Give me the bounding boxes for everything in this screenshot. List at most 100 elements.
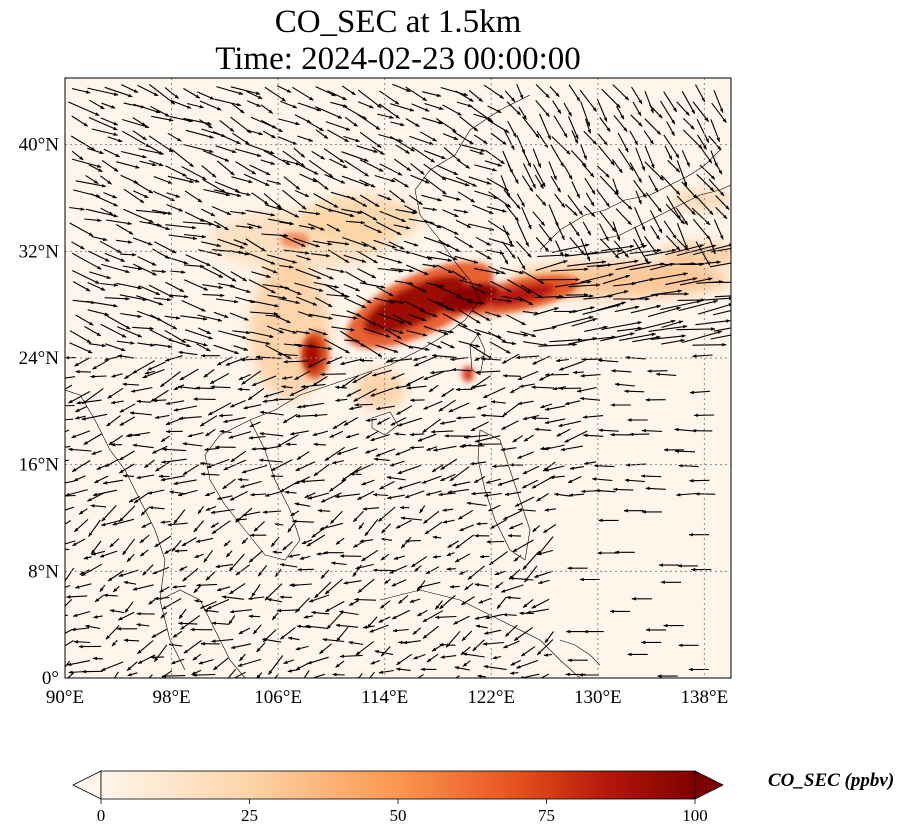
wind-arrow — [187, 432, 204, 438]
wind-arrow — [506, 101, 521, 116]
wind-arrow — [300, 383, 326, 389]
wind-arrow — [183, 117, 212, 126]
wind-arrow — [308, 313, 334, 320]
wind-arrow — [365, 418, 377, 422]
wind-arrow — [261, 119, 283, 133]
wind-arrow — [84, 325, 102, 337]
wind-arrow — [634, 226, 645, 248]
wind-arrow — [469, 149, 485, 155]
wind-arrow — [261, 266, 278, 274]
wind-arrow — [411, 146, 435, 163]
wind-arrow — [558, 360, 584, 371]
wind-arrow — [329, 158, 348, 169]
wind-arrow — [183, 233, 207, 239]
wind-arrow — [457, 159, 471, 169]
wind-arrow — [553, 115, 568, 138]
wind-arrow — [648, 175, 659, 193]
wind-arrow — [629, 130, 639, 146]
wind-arrow — [203, 369, 215, 378]
lat-tick-label: 8°N — [28, 561, 59, 582]
wind-arrow — [202, 179, 226, 193]
wind-arrow — [502, 225, 513, 246]
wind-arrow — [116, 340, 135, 345]
wind-arrow — [116, 161, 140, 169]
wind-arrow — [555, 280, 592, 288]
wind-arrow — [539, 113, 552, 140]
wind-arrow — [150, 314, 178, 330]
wind-arrow — [504, 204, 519, 222]
wind-arrow — [164, 315, 181, 320]
wind-arrow — [424, 219, 442, 229]
wind-arrow — [279, 234, 306, 248]
wind-arrow — [516, 83, 524, 100]
wind-arrow — [377, 113, 395, 119]
wind-arrow — [649, 272, 689, 281]
wind-arrow — [356, 294, 372, 304]
wind-arrow — [516, 193, 525, 207]
wind-arrow — [340, 375, 359, 389]
wind-arrow — [378, 133, 404, 143]
wind-arrow — [696, 173, 715, 192]
wind-arrow — [279, 327, 298, 334]
wind-arrow — [216, 356, 233, 366]
wind-arrow — [230, 271, 248, 282]
wind-arrow — [276, 85, 292, 93]
wind-arrow — [139, 160, 157, 167]
wind-arrow — [676, 244, 717, 257]
wind-arrow — [65, 418, 74, 421]
wind-arrow — [634, 319, 676, 332]
wind-arrow — [371, 369, 392, 377]
wind-arrow — [692, 218, 711, 240]
wind-arrow — [580, 273, 614, 283]
wind-arrow — [136, 209, 168, 215]
wind-arrow — [197, 314, 223, 322]
wind-arrow — [375, 405, 395, 411]
wind-arrow — [442, 176, 470, 187]
wind-arrow — [343, 283, 361, 292]
wind-arrow — [661, 338, 685, 345]
wind-arrow — [89, 99, 105, 110]
wind-arrow — [603, 290, 629, 298]
wind-arrow — [446, 567, 456, 571]
wind-arrow — [120, 150, 147, 159]
wind-vectors — [65, 83, 731, 678]
wind-arrow — [326, 223, 341, 232]
wind-arrow — [459, 279, 484, 287]
wind-arrow — [178, 416, 202, 421]
wind-arrow — [246, 338, 271, 345]
wind-arrow — [184, 211, 205, 222]
wind-arrow — [473, 113, 492, 121]
wind-arrow — [356, 113, 381, 131]
wind-arrow — [423, 176, 447, 195]
wind-arrow — [580, 238, 591, 262]
wind-arrow — [459, 115, 479, 132]
wind-arrow — [101, 159, 119, 172]
wind-arrow — [468, 223, 495, 231]
wind-arrow — [429, 369, 453, 375]
wind-arrow — [691, 207, 711, 226]
wind-arrow — [235, 161, 257, 175]
wind-arrow — [147, 221, 171, 231]
wind-arrow — [296, 254, 312, 261]
wind-arrow — [119, 294, 148, 302]
wind-arrow — [442, 313, 468, 328]
wind-arrow — [111, 373, 123, 378]
wind-arrow — [166, 192, 181, 198]
wind-arrow — [420, 309, 438, 318]
wind-arrow — [551, 136, 571, 155]
wind-arrow — [708, 178, 725, 197]
wind-arrow — [713, 327, 731, 332]
wind-arrow — [648, 324, 688, 332]
wind-arrow — [522, 151, 532, 168]
wind-arrow — [293, 237, 321, 248]
wind-arrow — [200, 208, 216, 217]
wind-arrow — [121, 84, 139, 93]
wind-arrow — [393, 177, 409, 188]
wind-arrow — [558, 420, 582, 427]
wind-arrow — [644, 248, 677, 257]
wind-arrow — [217, 238, 245, 249]
wind-arrow — [597, 133, 608, 146]
wind-arrow — [348, 406, 363, 411]
wind-arrow — [570, 150, 587, 168]
wind-arrow — [681, 149, 691, 167]
